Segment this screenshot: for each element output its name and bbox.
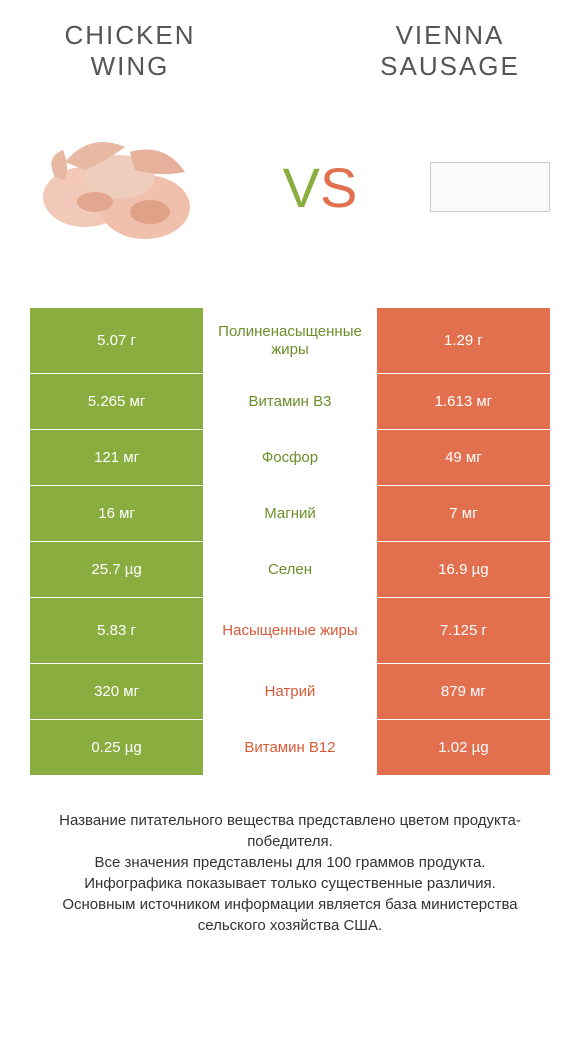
value-right: 1.02 µg [377,719,550,775]
vs-s: S [320,156,357,219]
title-left: CHICKEN WING [30,20,230,82]
table-row: 121 мгФосфор49 мг [30,429,550,485]
value-right: 879 мг [377,663,550,719]
footnote-line: Все значения представлены для 100 граммо… [35,852,545,873]
nutrient-label: Натрий [203,663,377,719]
footnote-line: Название питательного вещества представл… [35,810,545,852]
table-row: 25.7 µgСелен16.9 µg [30,541,550,597]
table-row: 5.265 мгВитамин B31.613 мг [30,373,550,429]
value-left: 16 мг [30,485,203,541]
table-row: 320 мгНатрий879 мг [30,663,550,719]
nutrient-label: Фосфор [203,429,377,485]
nutrient-label: Магний [203,485,377,541]
nutrient-table: 5.07 гПолиненасыщенные жиры1.29 г5.265 м… [30,307,550,775]
title-right: VIENNA SAUSAGE [350,20,550,82]
value-left: 5.265 мг [30,373,203,429]
infographic-container: CHICKEN WING VIENNA SAUSAGE VS 5.07 гПол… [0,0,580,956]
value-left: 320 мг [30,663,203,719]
wing-icon [35,122,205,252]
chicken-wing-image [30,117,210,257]
value-right: 7 мг [377,485,550,541]
value-left: 121 мг [30,429,203,485]
value-left: 25.7 µg [30,541,203,597]
value-right: 16.9 µg [377,541,550,597]
value-right: 1.29 г [377,307,550,373]
value-left: 5.83 г [30,597,203,663]
table-row: 5.07 гПолиненасыщенные жиры1.29 г [30,307,550,373]
table-row: 5.83 гНасыщенные жиры7.125 г [30,597,550,663]
value-right: 1.613 мг [377,373,550,429]
value-right: 7.125 г [377,597,550,663]
vs-label: VS [283,155,358,220]
nutrient-label: Полиненасыщенные жиры [203,307,377,373]
header: CHICKEN WING VIENNA SAUSAGE [30,20,550,82]
table-row: 0.25 µgВитамин B121.02 µg [30,719,550,775]
footnote: Название питательного вещества представл… [30,810,550,936]
footnote-line: Инфографика показывает только существенн… [35,873,545,894]
nutrient-label: Витамин B3 [203,373,377,429]
value-left: 5.07 г [30,307,203,373]
value-right: 49 мг [377,429,550,485]
nutrient-label: Витамин B12 [203,719,377,775]
footnote-line: Основным источником информации является … [35,894,545,936]
value-left: 0.25 µg [30,719,203,775]
nutrient-label: Селен [203,541,377,597]
hero-row: VS [30,102,550,272]
vienna-sausage-image-placeholder [430,162,550,212]
vs-v: V [283,156,320,219]
nutrient-label: Насыщенные жиры [203,597,377,663]
table-row: 16 мгМагний7 мг [30,485,550,541]
